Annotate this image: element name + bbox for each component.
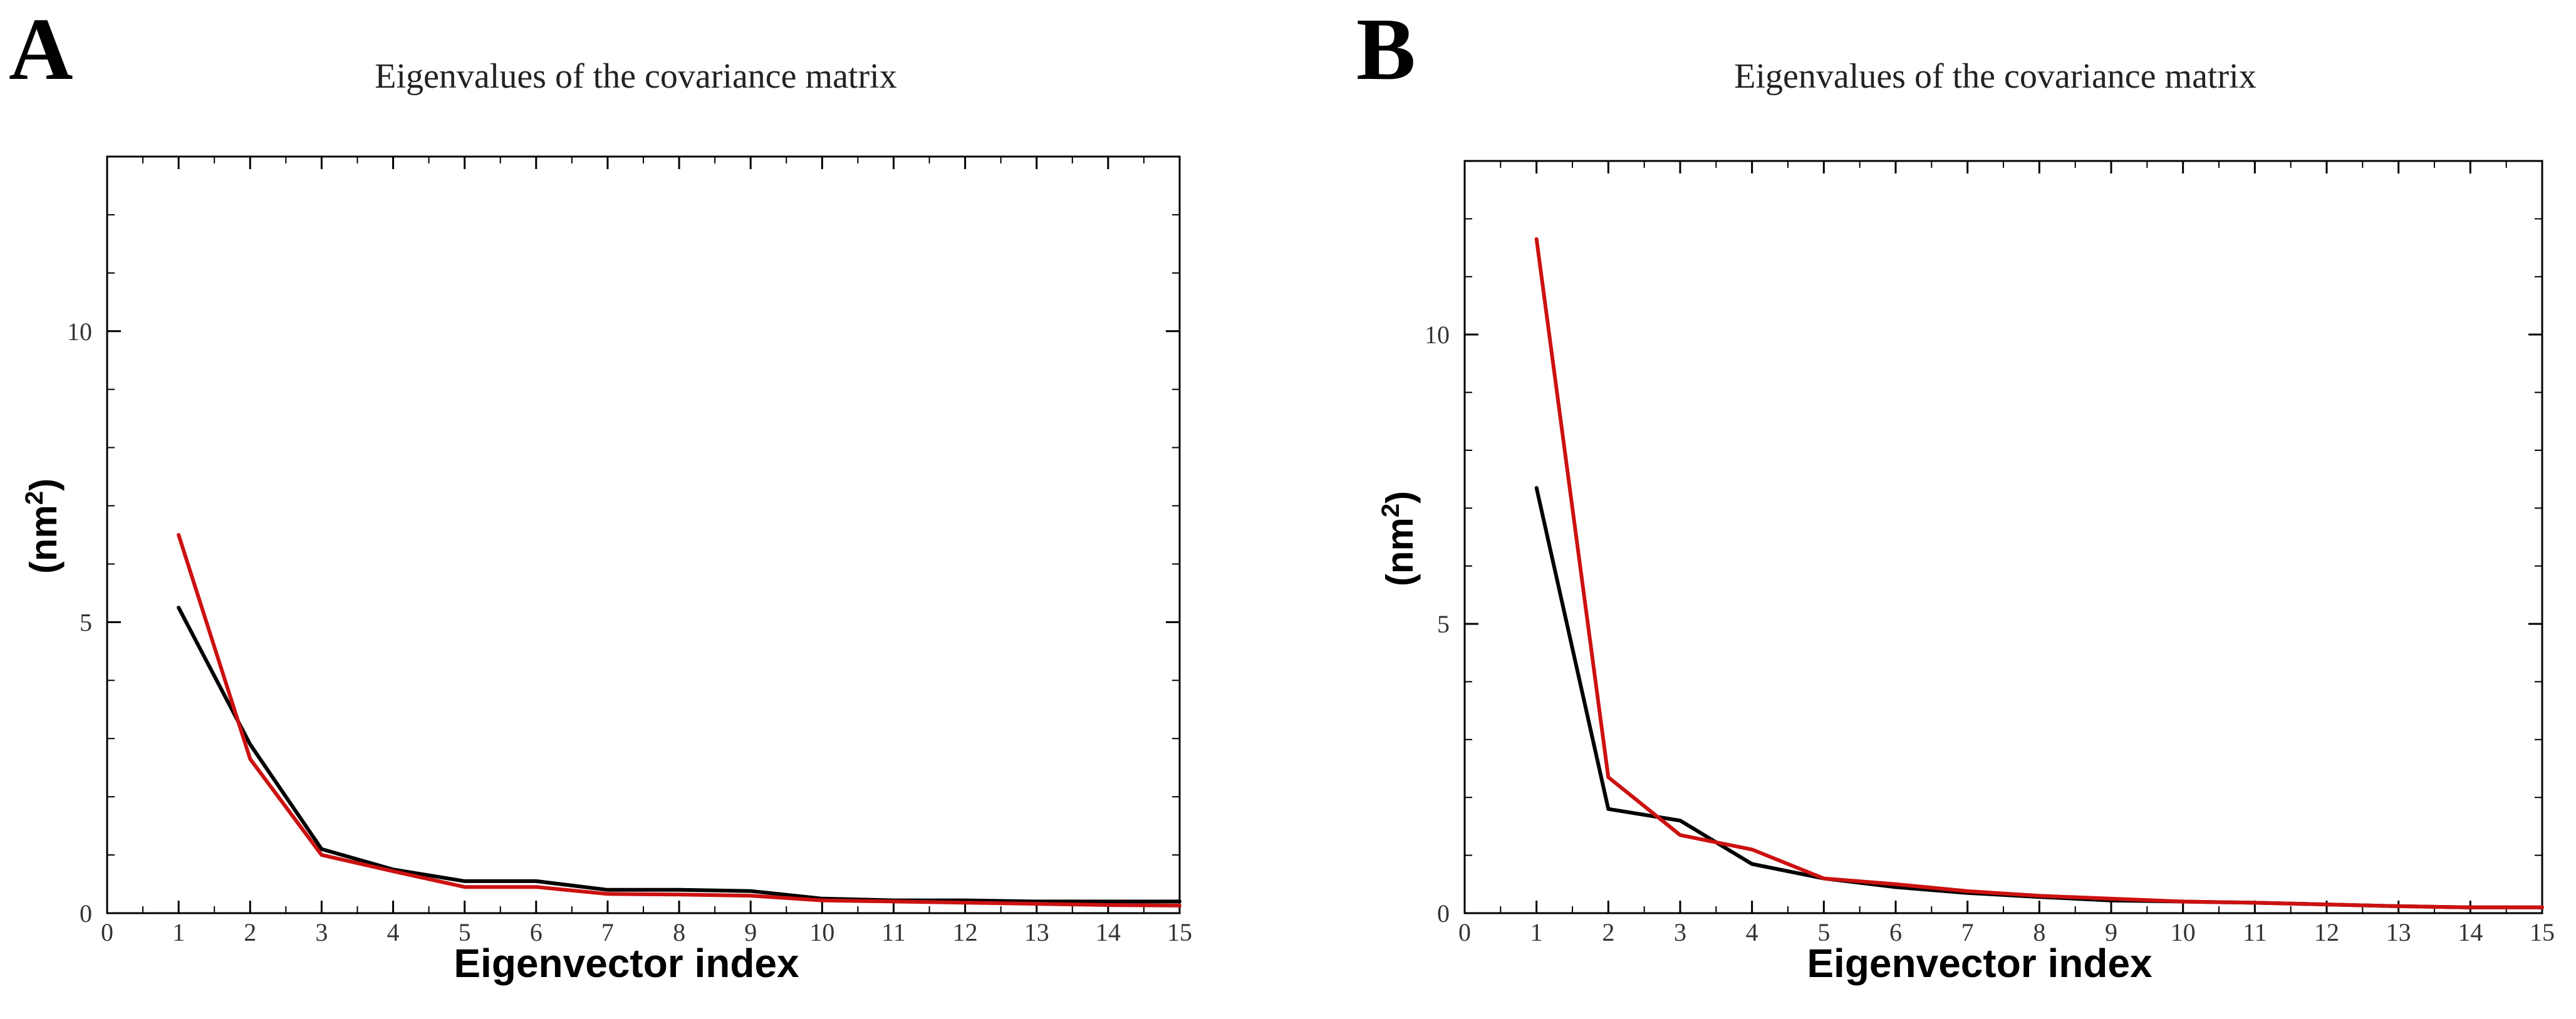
series-lines: [1534, 237, 2544, 909]
x-tick-label: 12: [953, 918, 978, 946]
series-line-red: [177, 533, 1182, 908]
y-axis-label-unit: (nm: [1379, 517, 1421, 586]
y-axis-label-exponent: 2: [1377, 504, 1405, 517]
x-tick-label: 12: [2314, 918, 2339, 946]
y-axis-label: (nm2): [1377, 491, 1421, 586]
x-tick-label: 10: [2171, 918, 2196, 946]
x-tick-label: 3: [315, 918, 328, 946]
x-tick-label: 2: [244, 918, 256, 946]
chart-panel-b: B Eigenvalues of the covariance matrix 0…: [1356, 0, 2555, 986]
x-tick-label: 13: [2386, 918, 2411, 946]
x-tick-label: 9: [744, 918, 757, 946]
x-tick-label: 11: [881, 918, 906, 946]
y-axis-label-close: ): [23, 478, 65, 491]
x-tick-label: 7: [1961, 918, 1974, 946]
x-tick-label: 14: [1096, 918, 1121, 946]
series-line-red: [1534, 237, 2544, 909]
y-axis-label-exponent: 2: [21, 491, 48, 505]
x-tick-label: 0: [1458, 918, 1471, 946]
y-tick-label: 5: [1437, 610, 1450, 638]
x-tick-label: 4: [387, 918, 400, 946]
x-tick-label: 14: [2458, 918, 2483, 946]
x-tick-label: 1: [172, 918, 185, 946]
y-tick-label: 10: [1425, 321, 1450, 349]
y-axis-label-unit: (nm: [23, 505, 65, 574]
y-tick-label: 0: [1437, 899, 1450, 928]
x-tick-label: 8: [673, 918, 685, 946]
x-tick-label: 9: [2105, 918, 2117, 946]
x-tick-label: 15: [2530, 918, 2555, 946]
series-line-black: [177, 606, 1182, 904]
x-tick-label: 6: [530, 918, 543, 946]
x-tick-label: 6: [1889, 918, 1902, 946]
x-tick-label: 8: [2033, 918, 2045, 946]
x-tick-label: 7: [601, 918, 614, 946]
axis-ticks: [106, 156, 1181, 914]
x-tick-label: 5: [1817, 918, 1830, 946]
chart-title: Eigenvalues of the covariance matrix: [1734, 57, 2256, 96]
x-axis-label: Eigenvector index: [454, 941, 799, 986]
x-tick-label: 5: [459, 918, 471, 946]
panel-letter: B: [1356, 0, 1416, 98]
x-tick-label: 13: [1024, 918, 1049, 946]
x-tick-label: 1: [1530, 918, 1543, 946]
x-tick-label: 10: [809, 918, 834, 946]
panel-letter: A: [9, 0, 73, 98]
series-lines: [177, 533, 1182, 908]
x-tick-label: 3: [1674, 918, 1686, 946]
chart-panel-a: A Eigenvalues of the covariance matrix 0…: [9, 0, 1192, 986]
y-axis-label: (nm2): [21, 478, 65, 574]
x-tick-label: 0: [101, 918, 113, 946]
y-tick-label: 0: [80, 899, 92, 928]
chart-title: Eigenvalues of the covariance matrix: [375, 57, 896, 96]
x-tick-label: 2: [1602, 918, 1614, 946]
y-tick-label: 5: [80, 608, 92, 636]
x-tick-label: 4: [1746, 918, 1758, 946]
x-axis-label: Eigenvector index: [1807, 941, 2153, 986]
x-tick-label: 15: [1167, 918, 1192, 946]
y-axis-label-close: ): [1379, 491, 1421, 504]
y-tick-label: 10: [67, 318, 92, 346]
x-tick-label: 11: [2243, 918, 2267, 946]
